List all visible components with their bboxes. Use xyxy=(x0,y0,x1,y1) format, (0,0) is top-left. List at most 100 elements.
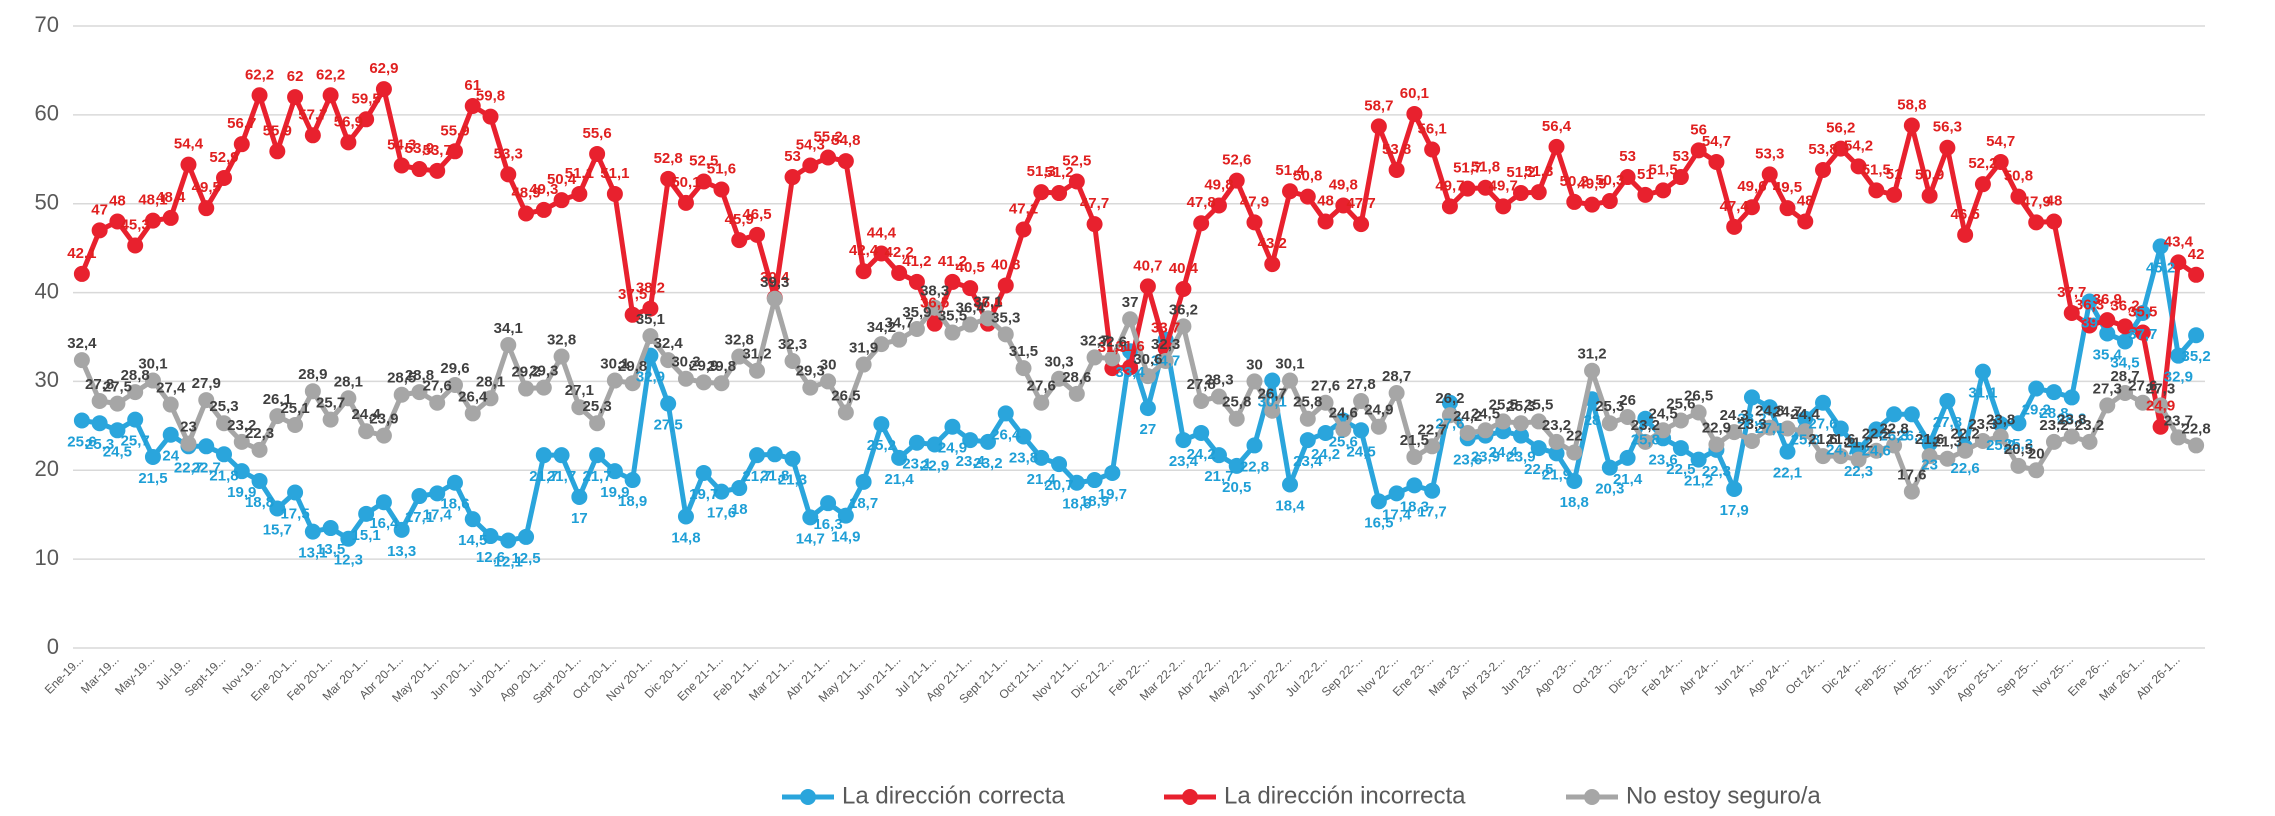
data-label: 51,8 xyxy=(1471,159,1500,176)
data-point xyxy=(1193,215,1210,232)
data-label: 32,3 xyxy=(778,336,807,353)
data-label: 37,1 xyxy=(973,293,1002,310)
data-point xyxy=(2188,327,2205,344)
data-point xyxy=(1441,198,1458,215)
data-point xyxy=(322,520,339,537)
data-label: 27,8 xyxy=(1933,414,1962,431)
data-label: 32,8 xyxy=(725,332,754,349)
data-point xyxy=(2045,384,2062,401)
data-label: 50,1 xyxy=(671,174,700,191)
data-label: 29,9 xyxy=(689,357,718,374)
data-label: 32,4 xyxy=(654,335,684,352)
data-label: 32,7 xyxy=(1080,332,1109,349)
data-label: 22,2 xyxy=(1951,426,1980,443)
data-point xyxy=(1406,448,1423,465)
data-point xyxy=(1566,193,1583,210)
data-point xyxy=(1548,433,1565,450)
data-label: 23,9 xyxy=(1506,449,1535,466)
data-label: 27,5 xyxy=(103,379,132,396)
data-point xyxy=(216,446,233,463)
data-point xyxy=(1228,410,1245,427)
data-label: 49,7 xyxy=(1435,177,1464,194)
data-point xyxy=(642,300,659,317)
data-point xyxy=(1175,432,1192,449)
data-label: 22,9 xyxy=(1702,419,1731,436)
data-point xyxy=(1530,440,1547,457)
data-point xyxy=(1637,186,1654,203)
data-label: 51,3 xyxy=(1027,163,1056,180)
data-point xyxy=(464,511,481,528)
data-label: 27,6 xyxy=(1027,378,1056,395)
data-point xyxy=(1850,451,1867,468)
data-point xyxy=(1690,451,1707,468)
data-label: 49,5 xyxy=(192,179,221,196)
data-label: 56,3 xyxy=(1933,119,1962,136)
data-label: 17,1 xyxy=(405,509,434,526)
data-label: 17,6 xyxy=(1897,467,1926,484)
data-point xyxy=(1388,161,1405,178)
data-point xyxy=(233,433,250,450)
data-point xyxy=(873,245,890,262)
data-point xyxy=(2099,325,2116,342)
data-point xyxy=(1246,437,1263,454)
data-label: 32,4 xyxy=(67,335,97,352)
data-point xyxy=(1353,392,1370,409)
data-label: 49,6 xyxy=(1737,178,1766,195)
data-label: 21,7 xyxy=(742,468,771,485)
data-point xyxy=(2063,389,2080,406)
data-point xyxy=(464,97,481,114)
data-label: 23,2 xyxy=(227,417,256,434)
data-label: 50,4 xyxy=(547,171,577,188)
data-label: 26,4 xyxy=(991,426,1021,443)
data-label: 25,6 xyxy=(1666,395,1695,412)
data-label: 28,3 xyxy=(1204,372,1233,389)
data-point xyxy=(1068,173,1085,190)
data-label: 52,2 xyxy=(1968,155,1997,172)
data-label: 24,4 xyxy=(1791,406,1821,423)
data-label: 18,9 xyxy=(1080,493,1109,510)
legend-label: La dirección correcta xyxy=(842,782,1065,809)
data-label: 23,9 xyxy=(369,411,398,428)
data-point xyxy=(1850,158,1867,175)
data-point xyxy=(411,384,428,401)
data-point xyxy=(749,226,766,243)
data-point xyxy=(802,509,819,526)
data-point xyxy=(1601,459,1618,476)
data-point xyxy=(518,205,535,222)
data-point xyxy=(1779,200,1796,217)
data-point xyxy=(1406,477,1423,494)
data-point xyxy=(1992,416,2009,433)
data-label: 45,2 xyxy=(2146,259,2175,276)
data-label: 49,5 xyxy=(1773,179,1802,196)
data-point xyxy=(944,418,961,435)
data-label: 21,8 xyxy=(760,467,789,484)
data-point xyxy=(340,134,357,151)
data-point xyxy=(1832,448,1849,465)
data-label: 21,8 xyxy=(209,467,238,484)
data-point xyxy=(855,473,872,490)
data-label: 62,2 xyxy=(316,66,345,83)
data-point xyxy=(109,395,126,412)
data-point xyxy=(1868,421,1885,438)
data-point xyxy=(784,450,801,467)
data-point xyxy=(1388,485,1405,502)
data-label: 62,2 xyxy=(245,66,274,83)
data-point xyxy=(1708,436,1725,453)
data-point xyxy=(1974,363,1991,380)
data-point xyxy=(429,162,446,179)
data-label: 22,5 xyxy=(1524,461,1553,478)
data-label: 22 xyxy=(1566,427,1583,444)
data-point xyxy=(1317,424,1334,441)
data-label: 29,8 xyxy=(707,358,736,375)
data-point xyxy=(1797,410,1814,427)
data-label: 21,9 xyxy=(1542,466,1571,483)
data-point xyxy=(2099,397,2116,414)
y-tick-label: 20 xyxy=(35,456,59,481)
data-point xyxy=(340,530,357,547)
data-point xyxy=(784,169,801,186)
data-point xyxy=(1459,424,1476,441)
data-label: 21,2 xyxy=(1844,435,1873,452)
data-point xyxy=(1530,413,1547,430)
data-label: 48 xyxy=(1797,192,1814,209)
data-label: 23 xyxy=(180,419,197,436)
